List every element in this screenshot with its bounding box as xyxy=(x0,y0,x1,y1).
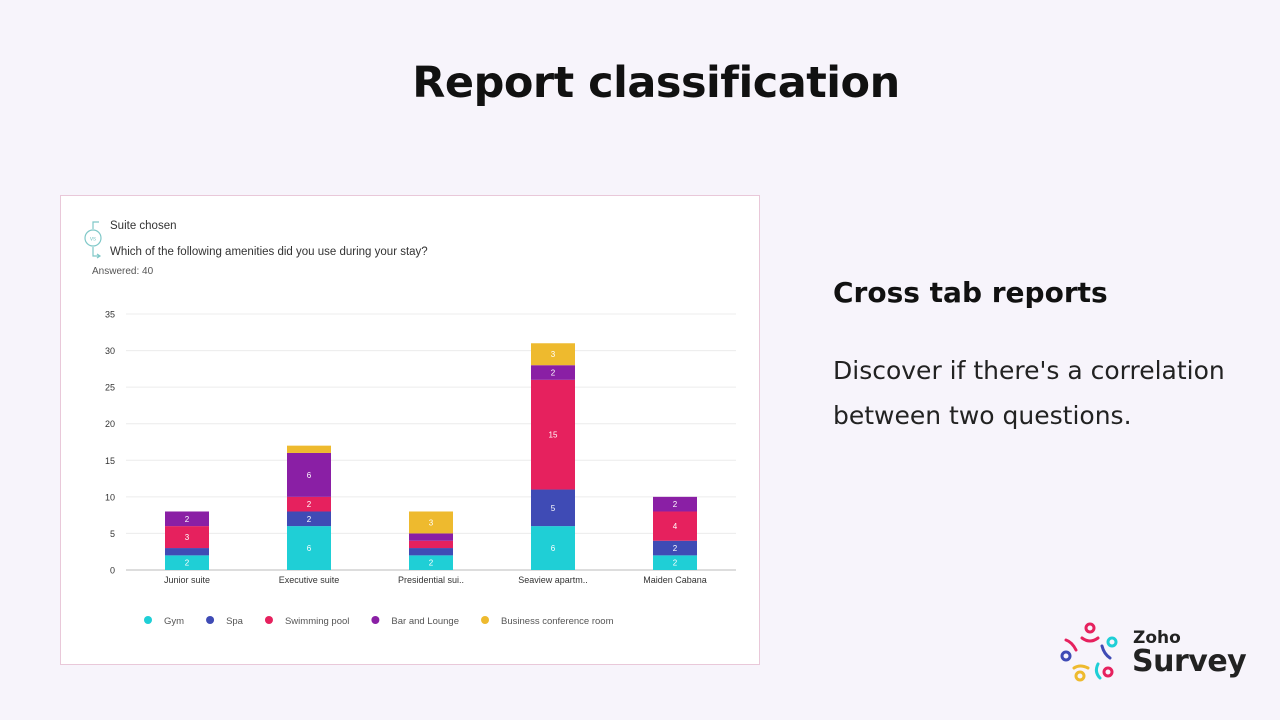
legend-swatch xyxy=(371,616,380,624)
x-tick-label: Maiden Cabana xyxy=(643,575,707,585)
legend-label: Business conference room xyxy=(501,616,614,627)
logo-brand-text: Zoho xyxy=(1133,628,1181,648)
cross-tab-icon: vs xyxy=(84,221,102,259)
data-label: 2 xyxy=(673,544,678,553)
bar-segment-business-conference-room xyxy=(531,343,575,366)
bar-segment-bar-and-lounge xyxy=(531,365,575,380)
legend-label: Bar and Lounge xyxy=(391,616,459,627)
data-label: 2 xyxy=(673,500,678,509)
data-label: 2 xyxy=(429,559,434,568)
x-tick-label: Executive suite xyxy=(279,575,340,585)
bar-segment-bar-and-lounge xyxy=(653,496,697,512)
bar-segment-spa xyxy=(165,548,209,556)
y-tick-label: 5 xyxy=(110,529,115,539)
bar-segment-swimming-pool xyxy=(165,526,209,549)
bar-segment-spa xyxy=(409,548,453,556)
bar-segment-spa xyxy=(653,540,697,556)
bar-segment-spa xyxy=(531,489,575,527)
y-tick-label: 30 xyxy=(105,346,115,356)
section-heading: Cross tab reports xyxy=(833,276,1108,309)
bar-segment-gym xyxy=(653,555,697,570)
bar-segment-gym xyxy=(531,526,575,570)
bar-segment-gym xyxy=(165,555,209,570)
y-tick-label: 20 xyxy=(105,419,115,429)
data-label: 2 xyxy=(307,500,312,509)
data-label: 6 xyxy=(307,544,312,553)
section-description: Discover if there's a correlation betwee… xyxy=(833,356,1225,430)
bar-segment-bar-and-lounge xyxy=(165,511,209,527)
data-label: 2 xyxy=(551,369,556,378)
question-2-label: Which of the following amenities did you… xyxy=(110,246,428,258)
data-label: 6 xyxy=(307,471,312,480)
bar-segment-bar-and-lounge xyxy=(287,452,331,497)
data-label: 15 xyxy=(549,431,558,440)
answered-count: Answered: 40 xyxy=(92,266,154,277)
bar-segment-swimming-pool xyxy=(653,511,697,541)
y-tick-label: 35 xyxy=(105,310,115,320)
y-tick-label: 15 xyxy=(105,456,115,466)
legend-label: Gym xyxy=(164,616,184,627)
y-tick-label: 0 xyxy=(110,566,115,576)
bar-segment-business-conference-room xyxy=(287,445,331,453)
bar-segment-gym xyxy=(287,526,331,570)
bar-segment-spa xyxy=(287,511,331,527)
bar-segment-bar-and-lounge xyxy=(409,533,453,541)
crosstab-report-card: vs Suite chosen Which of the following a… xyxy=(60,195,760,665)
bar-segment-business-conference-room xyxy=(409,511,453,534)
x-tick-label: Presidential sui.. xyxy=(398,575,464,585)
legend-swatch xyxy=(206,616,215,624)
svg-text:vs: vs xyxy=(90,237,96,243)
zoho-survey-logo: Zoho Survey xyxy=(1058,620,1258,690)
x-tick-label: Junior suite xyxy=(164,575,210,585)
data-label: 2 xyxy=(307,515,312,524)
bar-segment-swimming-pool xyxy=(287,496,331,512)
legend-label: Swimming pool xyxy=(285,616,349,627)
slide-title: Report classification xyxy=(412,58,900,108)
y-tick-label: 10 xyxy=(105,492,115,502)
legend-swatch xyxy=(481,616,490,624)
x-tick-label: Seaview apartm.. xyxy=(518,575,588,585)
data-label: 3 xyxy=(429,518,434,527)
logo-product-text: Survey xyxy=(1132,644,1247,679)
y-tick-label: 25 xyxy=(105,383,115,393)
data-label: 2 xyxy=(185,515,190,524)
legend-label: Spa xyxy=(226,616,244,627)
bar-segment-swimming-pool xyxy=(409,540,453,549)
data-label: 4 xyxy=(673,522,678,531)
data-label: 5 xyxy=(551,504,556,513)
legend-swatch xyxy=(144,616,152,624)
bar-segment-swimming-pool xyxy=(531,379,575,490)
data-label: 3 xyxy=(551,350,556,359)
data-label: 3 xyxy=(185,533,190,542)
zoho-survey-logo-mark xyxy=(1060,622,1118,682)
bar-segment-gym xyxy=(409,555,453,570)
data-label: 6 xyxy=(551,544,556,553)
legend-swatch xyxy=(264,616,273,624)
question-1-label: Suite chosen xyxy=(110,220,177,232)
data-label: 2 xyxy=(185,559,190,568)
data-label: 2 xyxy=(673,559,678,568)
